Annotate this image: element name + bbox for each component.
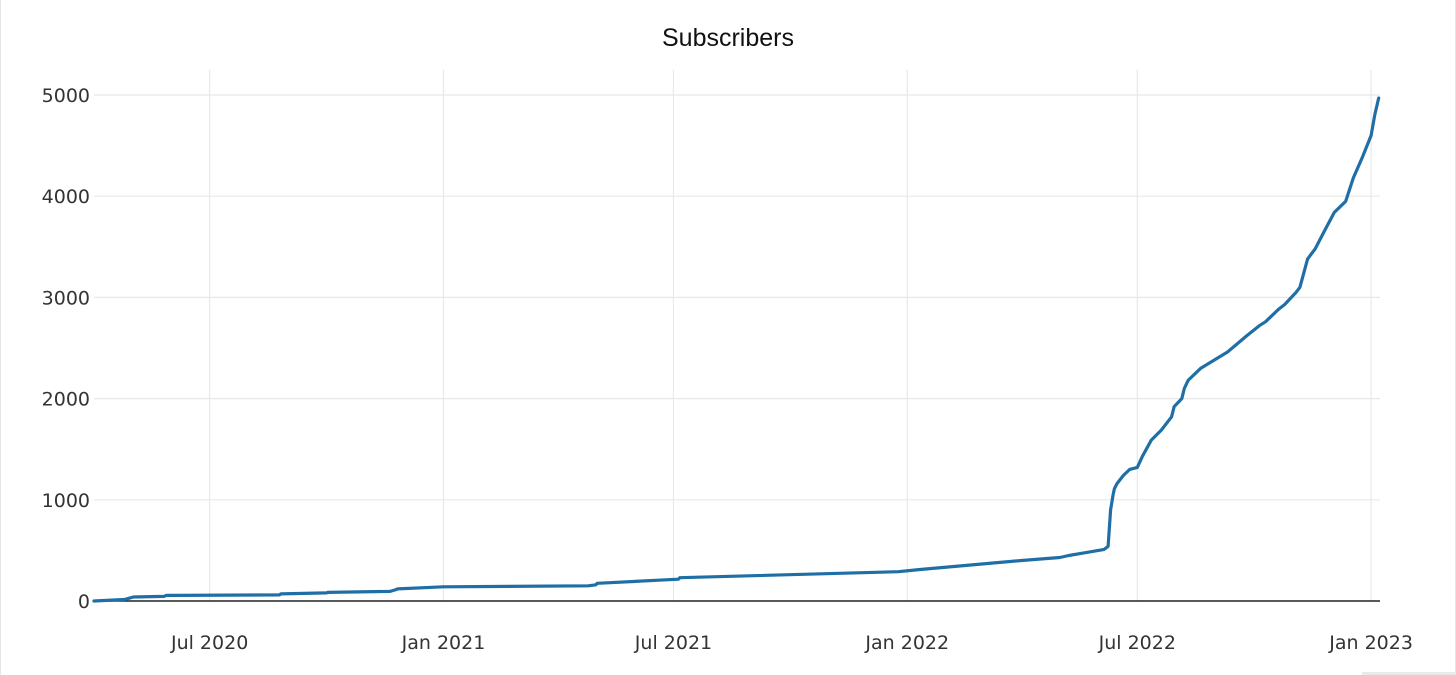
vertical-gridlines <box>209 70 1372 601</box>
y-tick-label: 5000 <box>42 85 90 107</box>
x-tick-label: Jul 2020 <box>170 632 248 654</box>
subscribers-line <box>92 96 1381 603</box>
x-axis-tick-labels: Jul 2020 Jan 2021 Jul 2021 Jan 2022 Jul 2022… <box>170 632 1413 654</box>
corner-strip <box>1362 672 1456 675</box>
horizontal-gridlines <box>94 94 1380 501</box>
x-tick-label: Jan 2022 <box>864 632 949 654</box>
y-tick-label: 1000 <box>42 490 90 512</box>
y-tick-label: 4000 <box>42 186 90 208</box>
series-group <box>92 96 1381 603</box>
y-axis-tick-labels: 0 1000 2000 3000 4000 5000 <box>42 85 90 613</box>
y-tick-label: 0 <box>78 591 90 613</box>
y-tick-label: 2000 <box>42 389 90 411</box>
x-tick-label: Jan 2021 <box>401 632 486 654</box>
chart-title: Subscribers <box>662 24 794 52</box>
y-tick-label: 3000 <box>42 287 90 309</box>
x-tick-label: Jul 2021 <box>634 632 712 654</box>
x-tick-label: Jul 2022 <box>1098 632 1176 654</box>
x-tick-label: Jan 2023 <box>1328 632 1413 654</box>
